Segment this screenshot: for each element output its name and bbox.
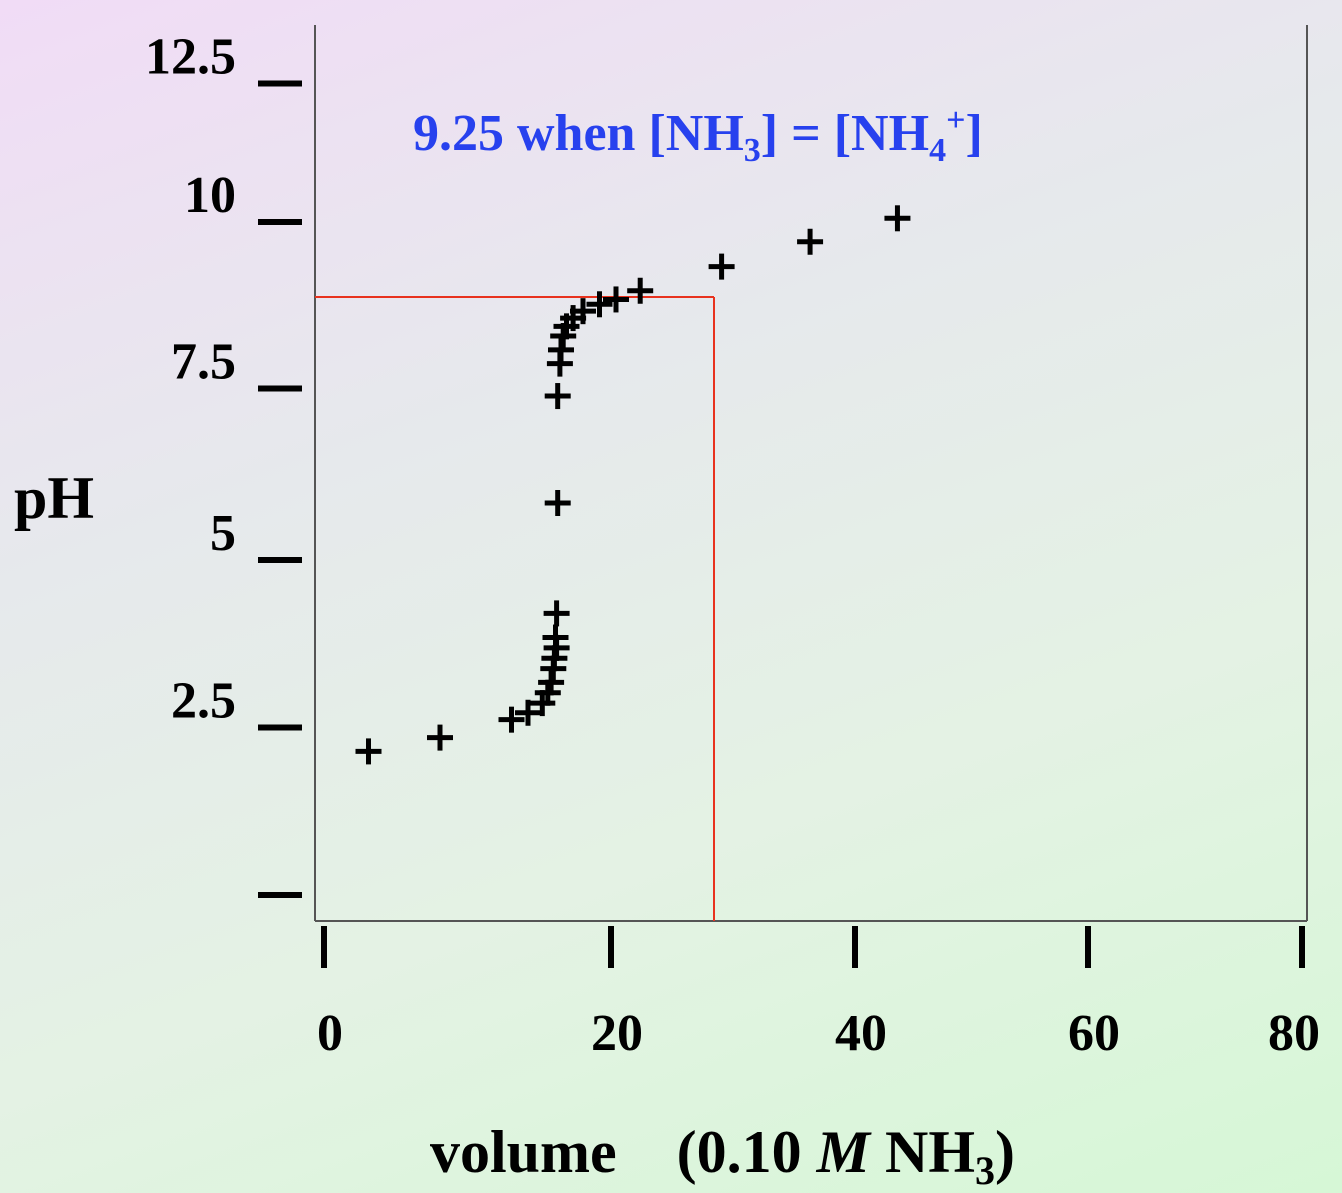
data-point: [355, 738, 382, 765]
y-tick-label: 2.5: [171, 673, 236, 730]
data-point: [570, 298, 596, 325]
x-axis-label: volume (0.10 M NH3): [430, 1119, 1015, 1193]
x-tick-label: 80: [1268, 1005, 1320, 1062]
data-point: [427, 724, 453, 751]
data-point: [544, 383, 571, 410]
axis-ticks: 2.5 5 7.5 10 12.5 0 20 40 60 80: [145, 29, 1320, 1063]
data-point: [542, 624, 569, 651]
y-tick-label: 5: [210, 505, 236, 562]
y-axis-label: pH: [14, 465, 94, 531]
data-point: [603, 286, 629, 313]
y-tick-label: 7.5: [171, 334, 236, 391]
data-point: [797, 228, 824, 255]
x-tick-label: 20: [591, 1005, 643, 1062]
data-point: [708, 253, 735, 280]
reference-lines: [315, 296, 715, 921]
data-point: [543, 600, 570, 627]
x-tick-label: 40: [835, 1005, 887, 1062]
data-point: [627, 277, 654, 304]
data-point: [515, 699, 541, 726]
y-tick-label: 10: [184, 167, 236, 224]
x-tick-label: 60: [1068, 1005, 1120, 1062]
y-tick-label: 12.5: [145, 29, 236, 86]
data-point: [498, 706, 525, 733]
annotation-text: 9.25 when [NH3] = [NH4+]: [413, 102, 983, 169]
data-points: [355, 205, 911, 765]
data-point: [884, 205, 911, 232]
data-point: [586, 291, 613, 318]
data-point: [544, 490, 571, 516]
x-tick-label: 0: [317, 1005, 343, 1062]
